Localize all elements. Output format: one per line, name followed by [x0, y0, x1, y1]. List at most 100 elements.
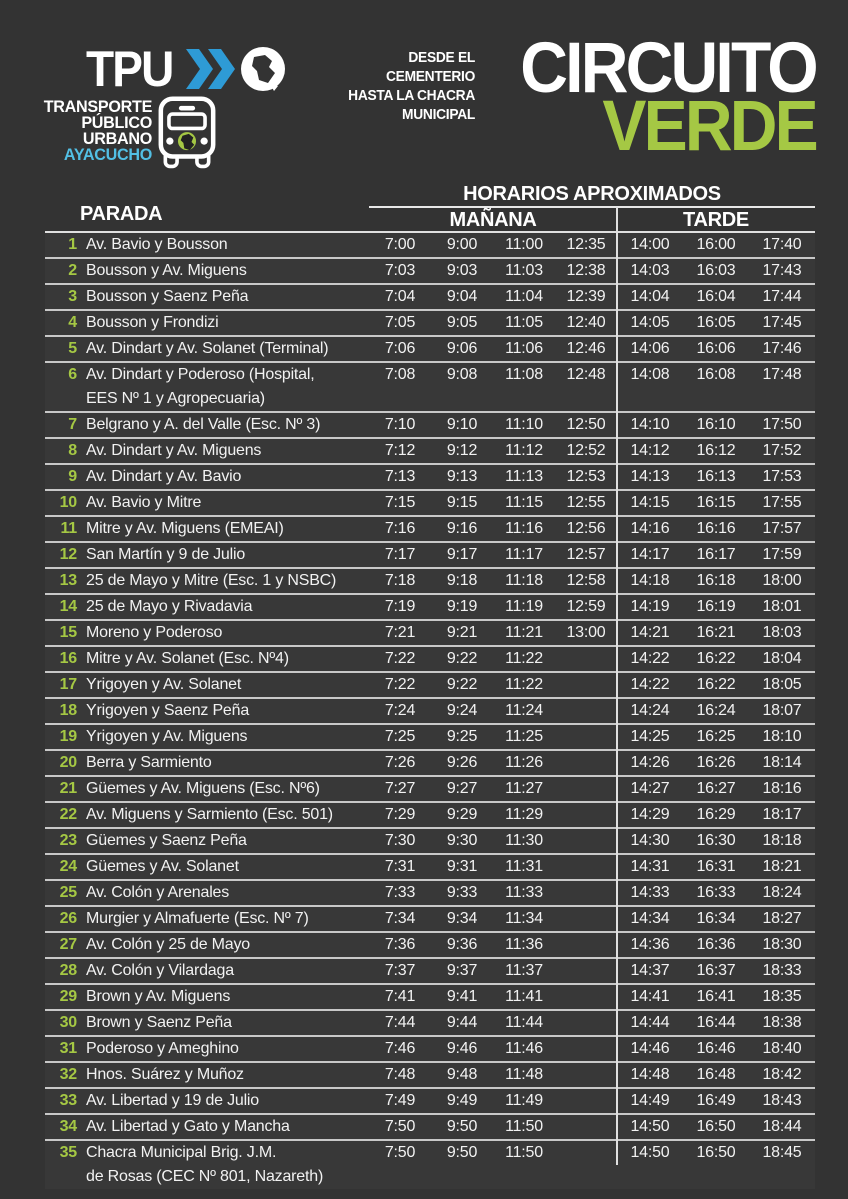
morning-time-cell: 9:30 — [446, 832, 478, 849]
afternoon-time-cell: 16:12 — [696, 442, 736, 459]
morning-time-cell: 13:00 — [566, 624, 606, 641]
stop-number: 18 — [59, 702, 78, 719]
morning-time-cell: 11:19 — [505, 598, 543, 615]
morning-time-cell: 9:44 — [446, 1014, 478, 1031]
morning-time-cell: 7:26 — [384, 754, 416, 771]
afternoon-time-cell: 18:45 — [762, 1144, 802, 1161]
table-row: 10 Av. Bavio y Mitre 7:15 9:15 11:15 12:55 1… — [45, 491, 815, 517]
stop-number: 4 — [68, 314, 77, 331]
morning-time-cell: 7:46 — [384, 1040, 416, 1057]
table-row: 2 Bousson y Av. Miguens 7:03 9:03 11:03 12:… — [45, 259, 815, 285]
tpu-logo: TPU — [86, 44, 286, 94]
table-row: 24 Güemes y Av. Solanet 7:31 9:31 11:31 14:… — [45, 855, 815, 881]
org-name: TRANSPORTE PÚBLICO URBANO AYACUCHO — [44, 98, 153, 163]
afternoon-time-cell: 18:40 — [762, 1040, 802, 1057]
morning-time-cell: 7:19 — [384, 598, 416, 615]
table-row: 11 Mitre y Av. Miguens (EMEAI) 7:16 9:16 1… — [45, 517, 815, 543]
afternoon-time-cell: 16:50 — [696, 1144, 736, 1161]
morning-time-cell: 12:59 — [566, 598, 606, 615]
afternoon-time-cell: 18:44 — [762, 1118, 802, 1135]
afternoon-time-cell: 14:12 — [630, 442, 670, 459]
afternoon-time-cell: 18:04 — [762, 650, 802, 667]
afternoon-time-cell: 16:48 — [696, 1066, 736, 1083]
stop-name: 25 de Mayo y Rivadavia — [86, 598, 253, 615]
org-line: PÚBLICO — [81, 113, 152, 132]
morning-time-cell: 7:10 — [384, 416, 416, 433]
afternoon-time-cell: 14:19 — [630, 598, 670, 615]
afternoon-time-cell: 16:04 — [696, 288, 736, 305]
afternoon-time-cell: 14:03 — [630, 262, 670, 279]
stop-number: 21 — [59, 780, 78, 797]
stop-name: Av. Dindart y Av. Miguens — [86, 442, 262, 459]
afternoon-time-cell: 16:37 — [696, 962, 736, 979]
afternoon-time-cell: 18:18 — [762, 832, 802, 849]
afternoon-time-cell: 16:24 — [696, 702, 736, 719]
stop-name: Brown y Av. Miguens — [86, 988, 231, 1005]
morning-time-cell: 11:10 — [505, 416, 543, 433]
stop-name: Bousson y Saenz Peña — [86, 288, 249, 305]
morning-time-cell: 11:12 — [505, 442, 543, 459]
morning-time-cell: 9:12 — [446, 442, 478, 459]
afternoon-time-cell: 14:08 — [630, 366, 670, 383]
afternoon-time-cell: 18:21 — [762, 858, 802, 875]
stop-number: 6 — [68, 366, 77, 383]
morning-time-cell: 7:13 — [384, 468, 416, 485]
morning-time-cell: 7:00 — [384, 236, 416, 253]
table-row: 9 Av. Dindart y Av. Bavio 7:13 9:13 11:13 1… — [45, 465, 815, 491]
stop-name: Chacra Municipal Brig. J.M. de Rosas (CEC… — [86, 1144, 324, 1185]
stop-number: 8 — [68, 442, 77, 459]
stop-number: 15 — [59, 624, 78, 641]
morning-time-cell: 7:50 — [384, 1144, 416, 1161]
stop-number: 23 — [59, 832, 78, 849]
morning-time-cell: 11:31 — [505, 858, 543, 875]
table-row: 31 Poderoso y Ameghino 7:46 9:46 11:46 14:4… — [45, 1037, 815, 1063]
table-row: 34 Av. Libertad y Gato y Mancha 7:50 9:50… — [45, 1115, 815, 1141]
afternoon-time-cell: 14:36 — [630, 936, 670, 953]
table-row: 32 Hnos. Suárez y Muñoz 7:48 9:48 11:48 14:… — [45, 1063, 815, 1089]
morning-time-cell: 9:36 — [446, 936, 478, 953]
afternoon-time-cell: 17:40 — [762, 236, 802, 253]
table-row: 35 Chacra Municipal Brig. J.M. de Rosas (… — [45, 1141, 815, 1189]
stop-name: Güemes y Av. Miguens (Esc. Nº6) — [86, 780, 320, 797]
stop-name: Güemes y Av. Solanet — [86, 858, 239, 875]
afternoon-time-cell: 16:00 — [696, 236, 736, 253]
title-circuito: CIRCUITO — [520, 29, 818, 108]
afternoon-time-cell: 14:34 — [630, 910, 670, 927]
afternoon-time-cell: 18:16 — [762, 780, 802, 797]
morning-time-cell: 9:03 — [446, 262, 478, 279]
afternoon-time-cell: 16:22 — [696, 676, 736, 693]
column-header-horarios: HORARIOS APROXIMADOS — [463, 183, 721, 205]
morning-time-cell: 7:22 — [384, 676, 416, 693]
table-row: 3 Bousson y Saenz Peña 7:04 9:04 11:04 12:3… — [45, 285, 815, 311]
morning-time-cell: 7:33 — [384, 884, 416, 901]
stop-name: Av. Colón y 25 de Mayo — [86, 936, 250, 953]
morning-time-cell: 11:37 — [505, 962, 543, 979]
table-row: 19 Yrigoyen y Av. Miguens 7:25 9:25 11:25 1… — [45, 725, 815, 751]
afternoon-time-cell: 17:45 — [762, 314, 802, 331]
morning-time-cell: 11:13 — [505, 468, 543, 485]
stop-number: 2 — [68, 262, 77, 279]
afternoon-time-cell: 17:43 — [762, 262, 802, 279]
morning-time-cell: 12:38 — [566, 262, 606, 279]
stop-number: 33 — [59, 1092, 78, 1109]
morning-time-cell: 7:29 — [384, 806, 416, 823]
afternoon-time-cell: 18:38 — [762, 1014, 802, 1031]
morning-time-cell: 11:36 — [505, 936, 543, 953]
morning-time-cell: 12:40 — [566, 314, 606, 331]
afternoon-time-cell: 16:26 — [696, 754, 736, 771]
afternoon-time-cell: 16:05 — [696, 314, 736, 331]
stop-number: 7 — [68, 416, 77, 433]
afternoon-time-cell: 14:29 — [630, 806, 670, 823]
morning-time-cell: 9:22 — [446, 650, 478, 667]
table-row: 17 Yrigoyen y Av. Solanet 7:22 9:22 11:22 1… — [45, 673, 815, 699]
table-row: 1 Av. Bavio y Bousson 7:00 9:00 11:00 12:35… — [45, 233, 815, 259]
stop-number: 22 — [59, 806, 78, 823]
route-description-line: DESDE EL CEMENTERIO — [386, 50, 475, 85]
morning-time-cell: 12:46 — [566, 340, 606, 357]
bus-icon — [158, 96, 216, 175]
afternoon-time-cell: 17:55 — [762, 494, 802, 511]
morning-time-cell: 12:58 — [566, 572, 606, 589]
route-description: DESDE EL CEMENTERIO HASTA LA CHACRA MUNI… — [333, 49, 475, 125]
morning-time-cell: 11:34 — [505, 910, 543, 927]
